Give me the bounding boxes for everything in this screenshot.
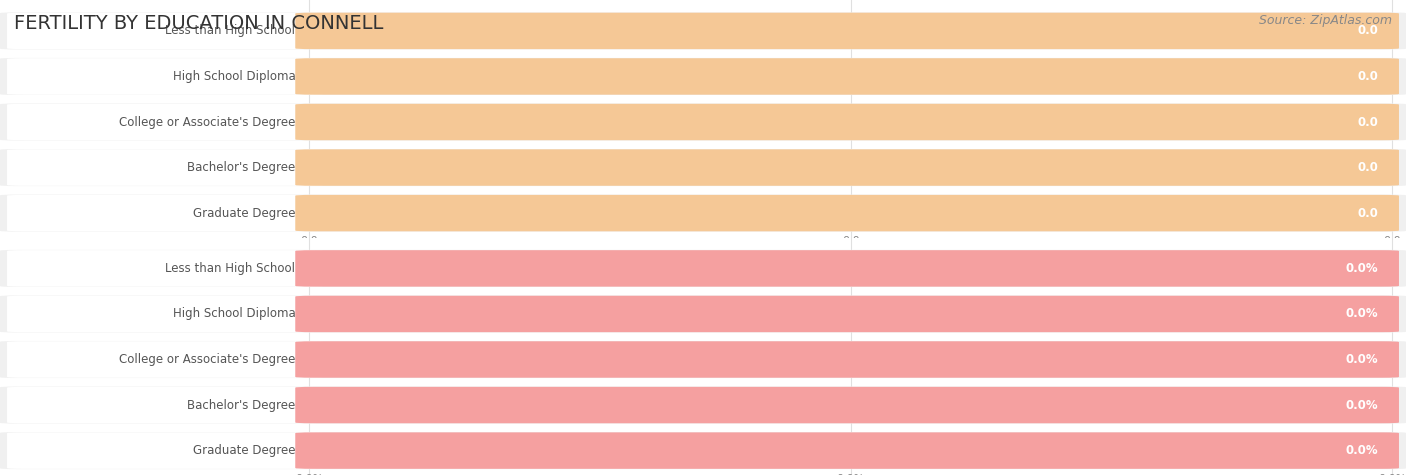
FancyBboxPatch shape bbox=[7, 341, 323, 378]
Text: 0.0%: 0.0% bbox=[1346, 353, 1378, 366]
FancyBboxPatch shape bbox=[0, 295, 1406, 332]
Text: 0.0: 0.0 bbox=[301, 236, 318, 246]
Text: 0.0: 0.0 bbox=[1357, 70, 1378, 83]
FancyBboxPatch shape bbox=[0, 12, 1406, 49]
FancyBboxPatch shape bbox=[0, 58, 1406, 95]
FancyBboxPatch shape bbox=[295, 387, 1399, 423]
Text: 0.0%: 0.0% bbox=[1346, 399, 1378, 411]
FancyBboxPatch shape bbox=[295, 432, 1399, 469]
FancyBboxPatch shape bbox=[0, 195, 1406, 232]
FancyBboxPatch shape bbox=[7, 296, 323, 332]
FancyBboxPatch shape bbox=[295, 104, 1399, 140]
Text: 0.0: 0.0 bbox=[1357, 115, 1378, 129]
FancyBboxPatch shape bbox=[295, 341, 1399, 378]
Text: Less than High School: Less than High School bbox=[166, 24, 295, 38]
FancyBboxPatch shape bbox=[295, 13, 1399, 49]
Text: Less than High School: Less than High School bbox=[166, 262, 295, 275]
FancyBboxPatch shape bbox=[0, 432, 1406, 469]
FancyBboxPatch shape bbox=[0, 250, 1406, 287]
FancyBboxPatch shape bbox=[295, 296, 1399, 332]
FancyBboxPatch shape bbox=[0, 387, 1406, 424]
Text: Bachelor's Degree: Bachelor's Degree bbox=[187, 161, 295, 174]
FancyBboxPatch shape bbox=[295, 195, 1399, 231]
FancyBboxPatch shape bbox=[7, 58, 323, 95]
Text: 0.0%: 0.0% bbox=[295, 474, 323, 475]
Text: 0.0%: 0.0% bbox=[1346, 262, 1378, 275]
Text: 0.0%: 0.0% bbox=[1346, 444, 1378, 457]
FancyBboxPatch shape bbox=[7, 104, 323, 140]
Text: 0.0%: 0.0% bbox=[1378, 474, 1406, 475]
FancyBboxPatch shape bbox=[7, 13, 323, 49]
Text: Source: ZipAtlas.com: Source: ZipAtlas.com bbox=[1258, 14, 1392, 27]
FancyBboxPatch shape bbox=[0, 341, 1406, 378]
FancyBboxPatch shape bbox=[7, 195, 323, 231]
Text: 0.0: 0.0 bbox=[1357, 24, 1378, 38]
Text: 0.0%: 0.0% bbox=[837, 474, 865, 475]
Text: 0.0%: 0.0% bbox=[1346, 307, 1378, 321]
FancyBboxPatch shape bbox=[295, 250, 1399, 286]
FancyBboxPatch shape bbox=[7, 250, 323, 286]
FancyBboxPatch shape bbox=[0, 149, 1406, 186]
FancyBboxPatch shape bbox=[295, 58, 1399, 95]
Text: College or Associate's Degree: College or Associate's Degree bbox=[120, 353, 295, 366]
Text: 0.0: 0.0 bbox=[842, 236, 859, 246]
Text: 0.0: 0.0 bbox=[1357, 207, 1378, 219]
Text: Graduate Degree: Graduate Degree bbox=[193, 207, 295, 219]
Text: High School Diploma: High School Diploma bbox=[173, 70, 295, 83]
FancyBboxPatch shape bbox=[7, 432, 323, 469]
FancyBboxPatch shape bbox=[0, 104, 1406, 141]
Text: High School Diploma: High School Diploma bbox=[173, 307, 295, 321]
FancyBboxPatch shape bbox=[7, 387, 323, 423]
Text: Bachelor's Degree: Bachelor's Degree bbox=[187, 399, 295, 411]
Text: College or Associate's Degree: College or Associate's Degree bbox=[120, 115, 295, 129]
Text: FERTILITY BY EDUCATION IN CONNELL: FERTILITY BY EDUCATION IN CONNELL bbox=[14, 14, 384, 33]
FancyBboxPatch shape bbox=[295, 149, 1399, 186]
Text: 0.0: 0.0 bbox=[1384, 236, 1400, 246]
Text: 0.0: 0.0 bbox=[1357, 161, 1378, 174]
Text: Graduate Degree: Graduate Degree bbox=[193, 444, 295, 457]
FancyBboxPatch shape bbox=[7, 149, 323, 186]
